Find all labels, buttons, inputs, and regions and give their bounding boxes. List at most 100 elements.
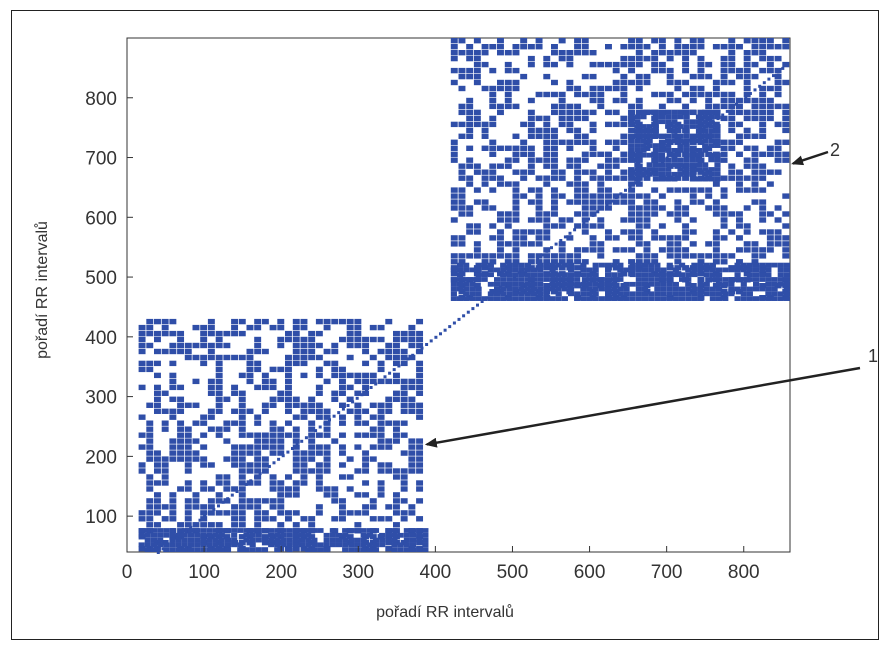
data-point [574, 127, 582, 134]
data-point [463, 281, 470, 287]
data-point [683, 138, 690, 144]
data-point [580, 291, 587, 297]
data-point [674, 241, 682, 247]
data-point [612, 157, 620, 163]
data-point [200, 420, 208, 426]
diagonal-point [772, 74, 775, 78]
data-point [300, 402, 308, 408]
data-point [408, 450, 416, 456]
data-point [714, 133, 721, 139]
data-point [759, 127, 767, 134]
data-point [246, 498, 254, 504]
data-point [254, 516, 262, 522]
data-point [308, 420, 316, 426]
data-point [628, 247, 636, 253]
data-point [280, 542, 287, 548]
data-point [154, 408, 161, 414]
data-point [339, 498, 346, 504]
x-tick-label: 600 [574, 562, 606, 583]
data-point [194, 532, 201, 538]
data-point [315, 354, 323, 361]
diagonal-point [596, 210, 600, 214]
data-point [269, 432, 277, 438]
data-point [487, 272, 494, 278]
data-point [671, 133, 678, 139]
data-point [535, 211, 543, 217]
data-point [261, 534, 269, 540]
data-point [652, 114, 659, 120]
data-point [751, 97, 759, 104]
data-point [658, 44, 666, 50]
data-point [520, 145, 528, 151]
data-point [620, 97, 628, 104]
data-point [154, 480, 161, 486]
data-point [408, 396, 416, 402]
data-point [580, 281, 587, 287]
data-point [740, 291, 747, 297]
data-point [759, 97, 767, 104]
data-point [308, 516, 316, 522]
data-point [385, 318, 393, 325]
data-point [551, 211, 558, 217]
data-point [187, 532, 195, 538]
data-point [558, 121, 566, 128]
diagonal-point [489, 292, 493, 296]
data-point [369, 426, 377, 432]
data-point [200, 324, 208, 331]
data-point [154, 348, 161, 355]
data-point [489, 235, 497, 241]
data-point [261, 444, 269, 450]
data-point [362, 384, 370, 391]
data-point [466, 73, 474, 80]
data-point [728, 38, 736, 44]
data-point [714, 167, 721, 172]
diagonal-point [415, 350, 419, 354]
data-point [605, 187, 612, 193]
data-point [581, 217, 589, 223]
data-point [674, 253, 682, 259]
data-point [551, 259, 558, 265]
data-point [689, 109, 696, 115]
data-point [277, 438, 285, 444]
data-point [346, 324, 354, 331]
data-point [658, 235, 666, 241]
data-point [705, 253, 713, 259]
data-point [161, 324, 169, 331]
data-point [751, 175, 759, 181]
data-point [497, 211, 504, 217]
data-point [551, 187, 558, 193]
data-point [634, 157, 641, 163]
data-point [184, 444, 192, 450]
data-point [489, 163, 497, 169]
data-point [512, 296, 519, 301]
data-point [709, 272, 716, 278]
data-point [339, 336, 346, 343]
data-point [200, 336, 208, 343]
diagonal-point [600, 206, 604, 210]
data-point [697, 44, 705, 50]
data-point [154, 522, 161, 528]
diagonal-point [522, 267, 526, 271]
data-point [740, 262, 747, 268]
data-point [138, 542, 145, 548]
data-point [549, 281, 556, 287]
data-point [777, 291, 784, 297]
data-point [782, 235, 790, 241]
data-point [146, 450, 154, 456]
diagonal-point [429, 339, 433, 343]
data-point [774, 169, 782, 175]
data-point [500, 277, 507, 282]
data-point [408, 468, 416, 474]
data-point [551, 145, 558, 151]
data-point [475, 272, 482, 278]
data-point [658, 176, 666, 182]
data-point [714, 157, 721, 163]
data-point [377, 438, 385, 444]
data-point [280, 537, 287, 543]
x-tick-label: 700 [651, 562, 683, 583]
data-point [558, 253, 566, 259]
data-point [537, 281, 544, 287]
data-point [212, 528, 219, 533]
data-point [589, 97, 597, 104]
diagonal-point [550, 246, 553, 250]
